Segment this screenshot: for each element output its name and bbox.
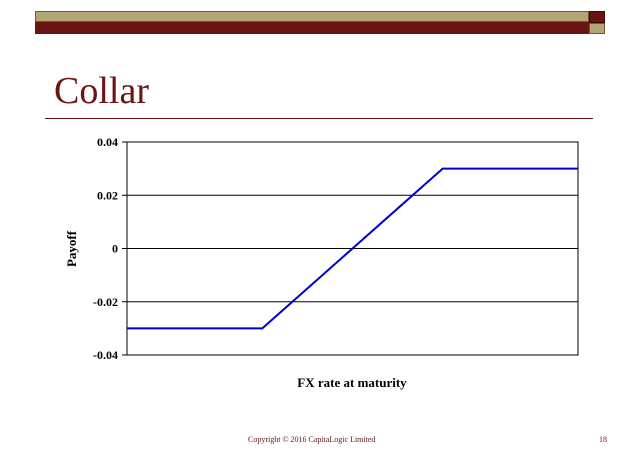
y-tick-label: -0.02 [93, 295, 118, 309]
y-tick-label: 0.04 [97, 135, 118, 149]
slide-title: Collar [54, 70, 149, 112]
header-band-bottom [35, 22, 589, 34]
y-tick-label: -0.04 [93, 348, 118, 362]
header-square-light [589, 23, 605, 34]
x-axis-label: FX rate at maturity [297, 375, 407, 390]
header-square-dark [589, 11, 605, 23]
payoff-line [127, 167, 578, 330]
y-axis-label: Payoff [64, 230, 79, 267]
y-tick-label: 0 [112, 242, 118, 256]
page-number: 18 [599, 435, 607, 444]
y-tick-labels: 0.04 0.02 0 -0.02 -0.04 [93, 135, 127, 362]
footer-copyright: Copyright © 2016 CapitaLogic Limited [248, 435, 376, 444]
title-underline [45, 118, 593, 119]
y-tick-label: 0.02 [97, 188, 118, 202]
series-lines [127, 167, 578, 330]
header-band-top [35, 11, 589, 22]
